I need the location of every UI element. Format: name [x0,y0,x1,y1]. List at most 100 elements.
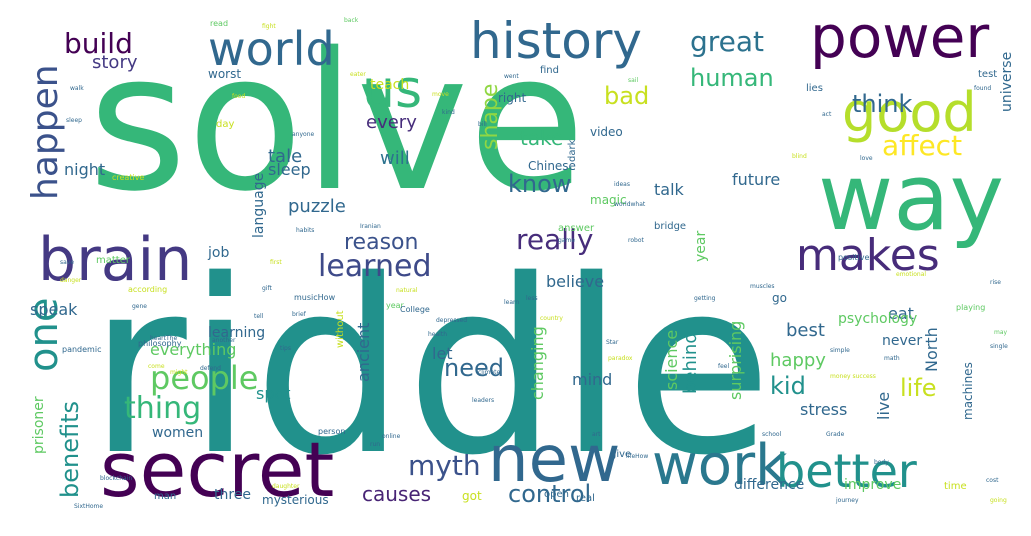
word-learning: learning [208,325,266,341]
word-philosophy: philosophy [138,339,182,348]
word-learned: learned [318,249,432,284]
word-take: take [520,126,564,150]
word-surprising: surprising [726,320,745,400]
word-real: real [576,493,595,504]
word-science: science [662,329,681,390]
word-world: world [208,22,335,76]
word-riddle: riddle [88,228,773,508]
word-job: job [208,245,230,261]
word-test: test [978,69,998,80]
word-myth: myth [408,449,481,482]
word-eat: eat [888,304,914,323]
word-found: found [974,85,992,92]
word-build: build [64,27,133,60]
word-gene: gene [132,303,147,310]
word-less: less [526,295,538,302]
word-kind: kind [442,109,455,116]
word-really: really [516,223,594,256]
word-musichow: musicHow [294,293,336,302]
word-according: according [128,285,168,294]
word-fight: fight [262,23,276,30]
word-go: go [772,291,787,305]
word-ancient: ancient [354,322,373,382]
word-blockchain: blockchain [100,475,133,482]
word-emotional: emotional [896,271,927,278]
word-journey: journey [836,497,859,504]
word-worst: worst [208,67,242,81]
word-three: three [214,487,252,503]
word-money-success: money success [830,373,876,380]
word-dark: dark [567,139,578,162]
word-paradox: paradox [608,355,633,362]
word-happy: happy [770,350,826,371]
word-solve: solve [88,12,586,233]
word-online: online [382,433,401,440]
word-feel: feel [718,363,730,370]
word-anyone: anyone [292,131,315,138]
word-sleep: sleep [268,160,311,179]
word-best: best [786,320,825,341]
word-year: year [693,230,709,262]
word-never: never [882,333,923,349]
word-got: got [462,489,482,503]
word-brain: brain [38,225,193,295]
word-control: control [508,480,592,508]
word-talk: talk [654,180,684,199]
word-everything: everything [150,340,237,359]
word-difference: difference [734,477,805,493]
word-save: save [60,259,75,266]
word-star: Star [606,339,619,346]
word-human: human [690,64,774,92]
word-give: give [610,449,632,460]
word-history: history [470,12,642,70]
word-believe: believe [546,272,605,291]
word-life: life [900,374,937,402]
word-food: food [232,93,246,100]
word-country: country [540,315,563,322]
word-work: work [652,433,788,498]
word-new: new [488,423,621,497]
word-robot: robot [628,237,644,244]
word-might: might [170,369,188,376]
word-school: school [762,431,782,438]
word-blind: blind [792,153,807,160]
word-muscles: muscles [750,283,775,290]
word-pandemic: pandemic [62,345,102,354]
word-think: think [852,90,913,118]
word-bridge: bridge [654,221,687,232]
word-day: day [216,119,235,130]
word-language: language [251,172,267,238]
word-grade: Grade [826,431,845,438]
word-tips: tips [280,345,291,352]
word-learn: learn [504,299,520,306]
word-know: know [508,170,572,198]
word-mysterious: mysterious [262,493,329,507]
word-let: let [432,344,453,363]
word-live: live [874,391,893,420]
word-read: read [210,19,229,28]
word-habits: habits [296,227,315,234]
word-person: person [318,427,346,436]
word-worldwhat: worldwhat [614,201,646,208]
word-act: act [822,111,832,118]
word-natural: natural [396,287,418,294]
word-math: math [884,355,900,362]
word-improve: improve [844,477,902,493]
word-cost: cost [986,477,999,484]
word-right: right [498,91,527,105]
word-machines: machines [961,362,975,420]
word-daughter: daughter [272,483,300,490]
word-stress: stress [800,400,848,419]
word-psychology: psychology [838,311,918,327]
word-tell: tell [254,313,264,320]
word-back: back [344,17,359,24]
word-time: time [944,481,967,492]
word-way: way [818,144,1005,251]
word-happen: happen [25,64,66,200]
word-power: power [810,3,990,71]
word-every: every [366,112,417,133]
word-puzzle: puzzle [288,196,346,217]
word-without: without [335,310,346,348]
word-great: great [690,25,765,58]
